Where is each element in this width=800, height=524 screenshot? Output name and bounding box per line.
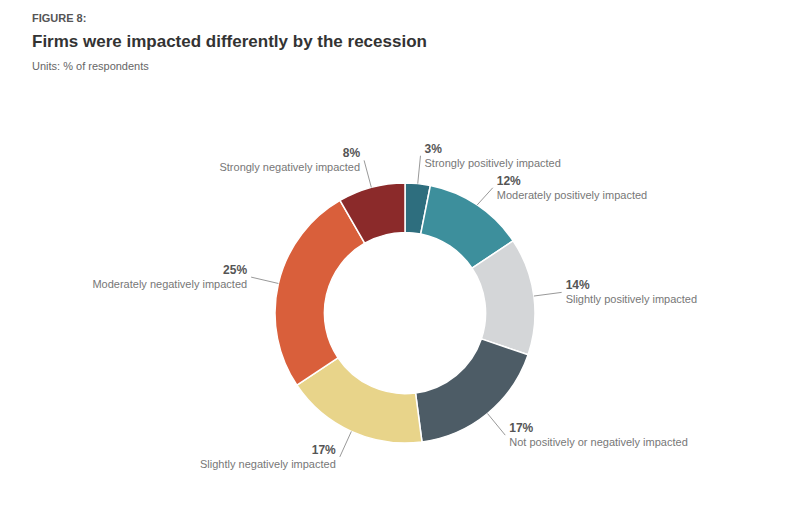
html-text:Units: % of respondents: Units: % of respondents [32,60,149,72]
svg-text:Moderately negatively impacted: Moderately negatively impacted [92,278,247,290]
html-text:FIGURE 8:: FIGURE 8: [32,12,87,24]
svg-text:Slightly negatively impacted: Slightly negatively impacted [200,458,336,470]
svg-text:Slightly positively impacted: Slightly positively impacted [566,293,697,305]
svg-text:Moderately positively impacted: Moderately positively impacted [497,189,647,201]
svg-text:17%: 17% [312,443,336,457]
svg-text:Not positively or negatively i: Not positively or negatively impacted [509,436,688,448]
svg-text:17%: 17% [509,421,533,435]
svg-text:12%: 12% [497,174,521,188]
svg-text:3%: 3% [424,142,442,156]
svg-text:14%: 14% [566,278,590,292]
svg-text:8%: 8% [343,146,361,160]
html-text:Firms were impacted differentl: Firms were impacted differently by the r… [32,32,427,51]
svg-text:Strongly positively impacted: Strongly positively impacted [424,157,560,169]
svg-text:Strongly negatively impacted: Strongly negatively impacted [219,161,360,173]
svg-text:25%: 25% [223,263,247,277]
